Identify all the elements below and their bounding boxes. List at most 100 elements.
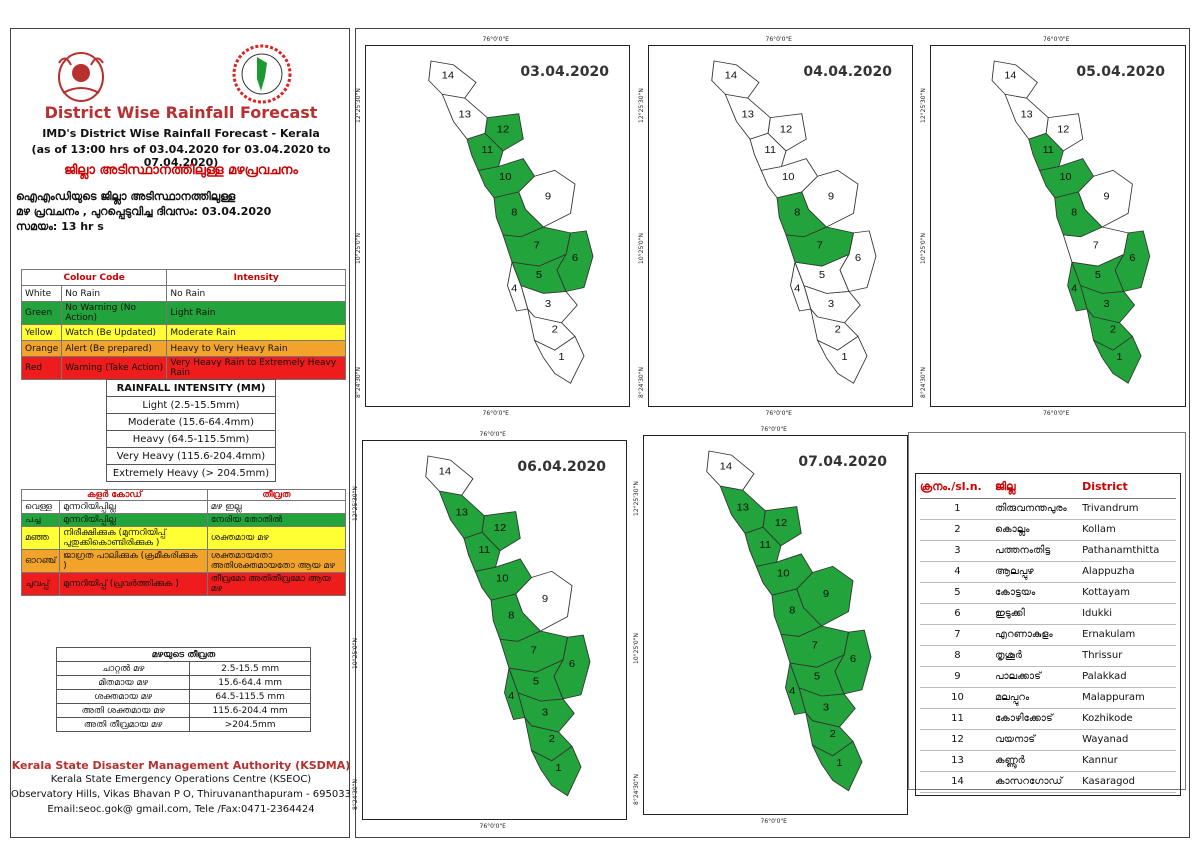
district-number-label: 11 <box>481 144 493 155</box>
mal-colour-code-row: വെള്ള മുന്നറിയിപ്പില്ല മഴ ഇല്ല <box>20 500 347 514</box>
latitude-label: 10°25'0"N <box>633 633 640 664</box>
colour-code-cell: Heavy to Very Heavy Rain <box>166 340 346 357</box>
district-number-label: 12 <box>1057 125 1069 135</box>
district-number-label: 2 <box>835 324 841 335</box>
rainfall-intensity-row: Moderate (15.6-64.4mm) <box>106 413 276 431</box>
map-date: 05.04.2020 <box>1076 64 1165 80</box>
district-number-label: 4 <box>1071 284 1077 294</box>
malayalam-title: ജില്ലാ അടിസ്ഥാനത്തിലുള്ള മഴപ്രവചനം <box>64 163 298 178</box>
district-region-14 <box>706 450 755 491</box>
district-number-label: 9 <box>545 191 551 202</box>
rainfall-intensity-row: Very Heavy (115.6-204.4mm) <box>106 447 276 465</box>
district-row: 4 ആലപ്പുഴ Alappuzha <box>920 561 1176 583</box>
mal-intensity-cell: >204.5mm <box>189 717 311 732</box>
longitude-label: 76°0'0"E <box>760 818 787 825</box>
district-number-label: 13 <box>742 109 755 120</box>
district-number-label: 1 <box>836 757 842 768</box>
mal-colour-code-row: പച്ച മുന്നറിയിപ്പില്ല നേരിയ തോതിൽ <box>20 513 347 527</box>
mal-intensity-cell: 64.5-115.5 mm <box>189 689 311 704</box>
district-row: 11 കോഴിക്കോട് Kozhikode <box>920 708 1176 730</box>
mal-line-1: ഐഎംഡിയുടെ ജില്ലാ അടിസ്ഥാനത്തിലുള്ള <box>16 190 236 203</box>
latitude-label: 8°24'30"N <box>920 367 927 399</box>
forecast-map: 05.04.2020 1 2 3 4 5 6 7 8 9 10 11 12 13 14 <box>930 45 1186 407</box>
colour-code-cell: Moderate Rain <box>166 324 346 341</box>
district-number-label: 14 <box>720 461 733 472</box>
forecast-map: 03.04.2020 1 2 3 4 5 6 7 8 9 10 11 12 13 14 <box>365 45 630 407</box>
col-district: District <box>1082 476 1176 499</box>
longitude-label: 76°0'0"E <box>1043 410 1070 417</box>
district-cell: 2 <box>920 519 995 541</box>
longitude-label: 76°0'0"E <box>1043 36 1070 43</box>
mal-colour-code-cell: മഞ്ഞ <box>20 526 61 550</box>
district-region-9 <box>518 169 576 228</box>
mal-colour-code-cell: ശക്തമായതോ അതിശക്തമായതോ ആയ മഴ <box>206 549 347 573</box>
longitude-label: 76°0'0"E <box>479 431 506 438</box>
latitude-label: 12°25'30"N <box>638 88 645 123</box>
district-cell: Ernakulam <box>1082 624 1176 646</box>
district-number-label: 8 <box>1071 208 1077 218</box>
district-number-label: 5 <box>533 676 539 687</box>
district-number-label: 9 <box>1104 192 1110 202</box>
colour-code-cell: Warning (Take Action) <box>61 356 168 380</box>
mal-colour-code-cell: നേരിയ തോതിൽ <box>206 513 347 527</box>
district-number-label: 12 <box>497 124 510 135</box>
ksdma-org: Kerala State Disaster Management Authori… <box>11 759 351 772</box>
subtitle-imd: IMD's District Wise Rainfall Forecast - … <box>42 127 320 140</box>
col-district-mal: ജില്ല <box>994 476 1083 499</box>
mal-colour-code-row: ഓറഞ്ച് ജാഗ്രത പാലിക്കുക (ക്രമീകരിക്കുക ) ശ… <box>20 549 347 573</box>
district-cell: 13 <box>920 750 995 772</box>
district-number-label: 13 <box>736 502 749 513</box>
district-number-label: 4 <box>794 283 800 294</box>
district-number-label: 3 <box>828 299 834 310</box>
colour-code-row: White No Rain No Rain <box>20 285 346 302</box>
mal-intensity-cell: ചാറ്റൽ മഴ <box>55 661 191 676</box>
malayalam-issue-info: ഐഎംഡിയുടെ ജില്ലാ അടിസ്ഥാനത്തിലുള്ള മഴ പ്… <box>16 189 271 234</box>
rainfall-intensity-title: RAINFALL INTENSITY (MM) <box>106 379 276 397</box>
latitude-label: 12°25'30"N <box>920 88 927 123</box>
district-cell: 6 <box>920 603 995 625</box>
mal-colour-code-cell: മുന്നറിയിപ്പ് (പ്രവർത്തിക്കുക ) <box>59 572 208 596</box>
district-number-label: 11 <box>759 539 771 550</box>
ksdma-logo <box>232 44 292 104</box>
district-cell: Kozhikode <box>1082 708 1176 730</box>
footer-line-2: Observatory Hills, Vikas Bhavan P O, Thi… <box>11 789 351 800</box>
district-region-9 <box>1077 169 1133 228</box>
colour-code-row: Orange Alert (Be prepared) Heavy to Very H… <box>20 340 346 357</box>
colour-code-cell: Light Rain <box>166 301 346 325</box>
district-cell: 4 <box>920 561 995 583</box>
district-row: 6 ഇടുക്കി Idukki <box>920 603 1176 625</box>
district-row: 10 മലപ്പുറം Malappuram <box>920 687 1176 709</box>
map-date: 07.04.2020 <box>798 454 887 470</box>
district-number-label: 6 <box>850 653 856 664</box>
district-number-label: 12 <box>780 124 793 135</box>
mal-line-2: മഴ പ്രവചനം , പുറപ്പെടുവിച്ച ദിവസം: 03.04… <box>16 205 272 218</box>
forecast-map: 06.04.2020 1 2 3 4 5 6 7 8 9 10 11 12 13 14 <box>362 440 627 820</box>
district-region-6 <box>553 634 591 700</box>
mal-colour-code-cell: ശക്തമായ മഴ <box>206 526 347 550</box>
mal-line-3: സമയം: 13 hr s <box>16 220 104 233</box>
district-legend-box: ക്രനം./sl.n. ജില്ല District 1 തിരുവനന്തപു… <box>908 432 1186 796</box>
colour-code-cell: Very Heavy Rain to Extremely Heavy Rain <box>166 356 346 380</box>
colour-code-table: Colour Code Intensity White No Rain No Rain… <box>20 269 346 380</box>
district-cell: 7 <box>920 624 995 646</box>
colour-code-cell: Alert (Be prepared) <box>61 340 168 357</box>
longitude-label: 76°0'0"E <box>760 426 787 433</box>
district-number-label: 9 <box>828 191 834 202</box>
mal-intensity-cell: 115.6-204.4 mm <box>189 703 311 718</box>
district-cell: Trivandrum <box>1082 498 1176 520</box>
mal-intensity-title: മഴയുടെ തീവ്രത <box>56 647 311 662</box>
subtitle-dates: (as of 13:00 hrs of 03.04.2020 for 03.04… <box>31 143 331 169</box>
latitude-label: 12°25'30"N <box>633 480 640 516</box>
district-row: 5 കോട്ടയം Kottayam <box>920 582 1176 604</box>
latitude-label: 10°25'0"N <box>355 233 362 265</box>
district-number-label: 3 <box>1104 299 1110 309</box>
district-row: 12 വയനാട് Wayanad <box>920 729 1176 751</box>
mal-colour-code-cell: ജാഗ്രത പാലിക്കുക (ക്രമീകരിക്കുക ) <box>59 549 208 573</box>
latitude-label: 10°25'0"N <box>920 233 927 265</box>
longitude-label: 76°0'0"E <box>765 410 792 417</box>
district-number-label: 11 <box>1043 145 1054 155</box>
